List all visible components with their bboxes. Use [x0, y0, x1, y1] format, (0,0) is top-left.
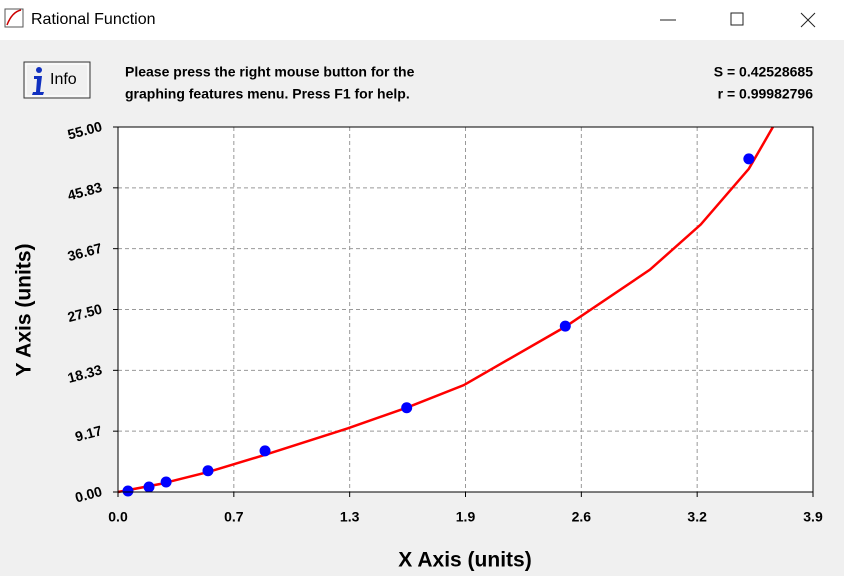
info-button[interactable]: Info	[23, 61, 91, 99]
data-point	[401, 402, 413, 414]
y-tick-label: 0.00	[73, 483, 104, 506]
data-point	[202, 465, 214, 477]
x-axis-title: X Axis (units)	[398, 549, 531, 572]
fit-curve	[117, 126, 774, 494]
y-tick-label: 36.67	[66, 240, 104, 265]
data-point	[559, 320, 571, 332]
title-bar	[0, 0, 844, 40]
stat: r = 0.99982796	[718, 86, 814, 102]
info-label: Info	[50, 71, 77, 88]
app-icon	[4, 8, 24, 28]
data-point	[259, 445, 271, 457]
y-tick-label: 9.17	[73, 422, 104, 445]
data-point	[160, 476, 172, 488]
y-tick-label: 45.83	[66, 179, 104, 204]
plot	[117, 126, 814, 497]
stat: S = 0.42528685	[714, 64, 813, 80]
x-tick-label: 3.2	[687, 509, 707, 525]
x-tick-label: 0.0	[108, 509, 128, 525]
message-line: graphing features menu. Press F1 for hel…	[125, 86, 410, 102]
window-title: Rational Function	[31, 11, 156, 28]
x-tick-label: 1.3	[340, 509, 360, 525]
y-axis-title: Y Axis (units)	[13, 243, 36, 376]
y-tick-label: 55.00	[66, 118, 104, 143]
data-point	[743, 153, 755, 165]
x-tick-label: 1.9	[456, 509, 476, 525]
x-tick-label: 3.9	[803, 509, 823, 525]
close-button[interactable]	[800, 12, 816, 28]
y-tick-label: 18.33	[66, 361, 104, 386]
data-point	[143, 481, 155, 493]
maximize-button[interactable]	[730, 12, 744, 26]
x-tick-label: 0.7	[224, 509, 244, 525]
message-line: Please press the right mouse button for …	[125, 64, 415, 80]
y-tick-label: 27.50	[66, 300, 104, 325]
x-tick-label: 2.6	[572, 509, 592, 525]
data-point	[122, 485, 134, 497]
